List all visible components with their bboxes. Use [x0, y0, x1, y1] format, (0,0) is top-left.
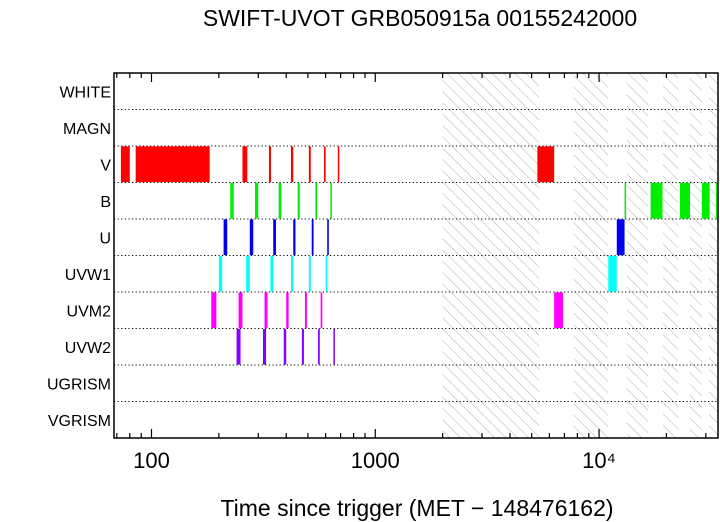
bar-v-1 [135, 146, 210, 183]
bar-b-4 [315, 182, 318, 219]
plot-frame [113, 72, 719, 439]
bar-u-1 [249, 219, 254, 256]
bar-uvw1-1 [246, 255, 250, 292]
bar-uvm2-3 [286, 292, 289, 329]
gap-region-0 [442, 73, 540, 438]
y-label-magn: MAGN [63, 121, 111, 138]
gap-region-2 [626, 73, 649, 438]
chart-title: SWIFT-UVOT GRB050915a 00155242000 [203, 5, 637, 31]
bar-uvw1-6 [608, 255, 617, 292]
bar-b-10 [715, 182, 718, 219]
bar-uvw1-0 [218, 255, 223, 292]
bar-b-3 [297, 182, 300, 219]
bar-uvm2-2 [264, 292, 268, 329]
bar-u-3 [293, 219, 296, 256]
bar-b-8 [680, 182, 691, 219]
x-tick-label: 10⁴ [582, 448, 616, 473]
bar-u-2 [273, 219, 276, 256]
bar-uvm2-0 [211, 292, 217, 329]
y-label-uvm2: UVM2 [67, 303, 112, 320]
y-label-vgrism: VGRISM [48, 413, 111, 430]
bar-v-4 [290, 146, 294, 183]
y-axis-labels: WHITE MAGN V B U UVW1 UVM2 UVW2 UGRISM VGRISM [47, 84, 111, 430]
y-label-v: V [100, 157, 111, 174]
bar-b-2 [278, 182, 282, 219]
bar-uvw2-0 [236, 328, 241, 365]
bar-v-7 [337, 146, 340, 183]
gap-region-5 [709, 73, 718, 438]
bar-uvm2-1 [238, 292, 243, 329]
bar-b-7 [650, 182, 663, 219]
bar-uvw2-1 [262, 328, 267, 365]
bar-uvw1-5 [325, 255, 328, 292]
x-axis-ticks: 100 1000 10⁴ [116, 73, 707, 473]
bar-uvw1-3 [290, 255, 294, 292]
bar-u-4 [311, 219, 314, 256]
x-tick-label: 100 [133, 448, 170, 473]
bar-v-8 [537, 146, 555, 183]
bar-b-0 [230, 182, 234, 219]
gap-region-4 [689, 73, 702, 438]
bar-uvw1-2 [270, 255, 274, 292]
y-label-b: B [100, 194, 111, 211]
gap-region-3 [662, 73, 679, 438]
exposure-bars [120, 146, 718, 365]
y-label-white: WHITE [59, 84, 111, 101]
y-label-uvw1: UVW1 [65, 267, 111, 284]
bar-v-2 [242, 146, 248, 183]
x-tick-label: 1000 [351, 448, 400, 473]
bar-uvm2-5 [320, 292, 323, 329]
bar-v-3 [268, 146, 271, 183]
bar-uvm2-6 [554, 292, 563, 329]
bar-u-0 [223, 219, 228, 256]
bar-u-5 [327, 219, 329, 256]
y-label-u: U [99, 230, 111, 247]
gap-hatch-layer [442, 73, 718, 438]
bar-uvw2-2 [283, 328, 287, 365]
bar-b-9 [701, 182, 710, 219]
bar-uvm2-4 [304, 292, 307, 329]
bar-uvw2-4 [318, 328, 320, 365]
bar-uvw2-3 [301, 328, 304, 365]
x-axis-label: Time since trigger (MET − 148476162) [220, 495, 613, 521]
y-label-uvw2: UVW2 [65, 340, 111, 357]
bar-v-5 [308, 146, 311, 183]
bar-v-6 [323, 146, 326, 183]
bar-b-6 [624, 182, 627, 219]
bar-uvw2-5 [333, 328, 335, 365]
y-label-ugrism: UGRISM [47, 376, 111, 393]
bar-u-6 [616, 219, 625, 256]
bar-v-0 [120, 146, 130, 183]
bar-b-1 [254, 182, 259, 219]
bar-b-5 [330, 182, 332, 219]
bar-uvw1-4 [308, 255, 311, 292]
